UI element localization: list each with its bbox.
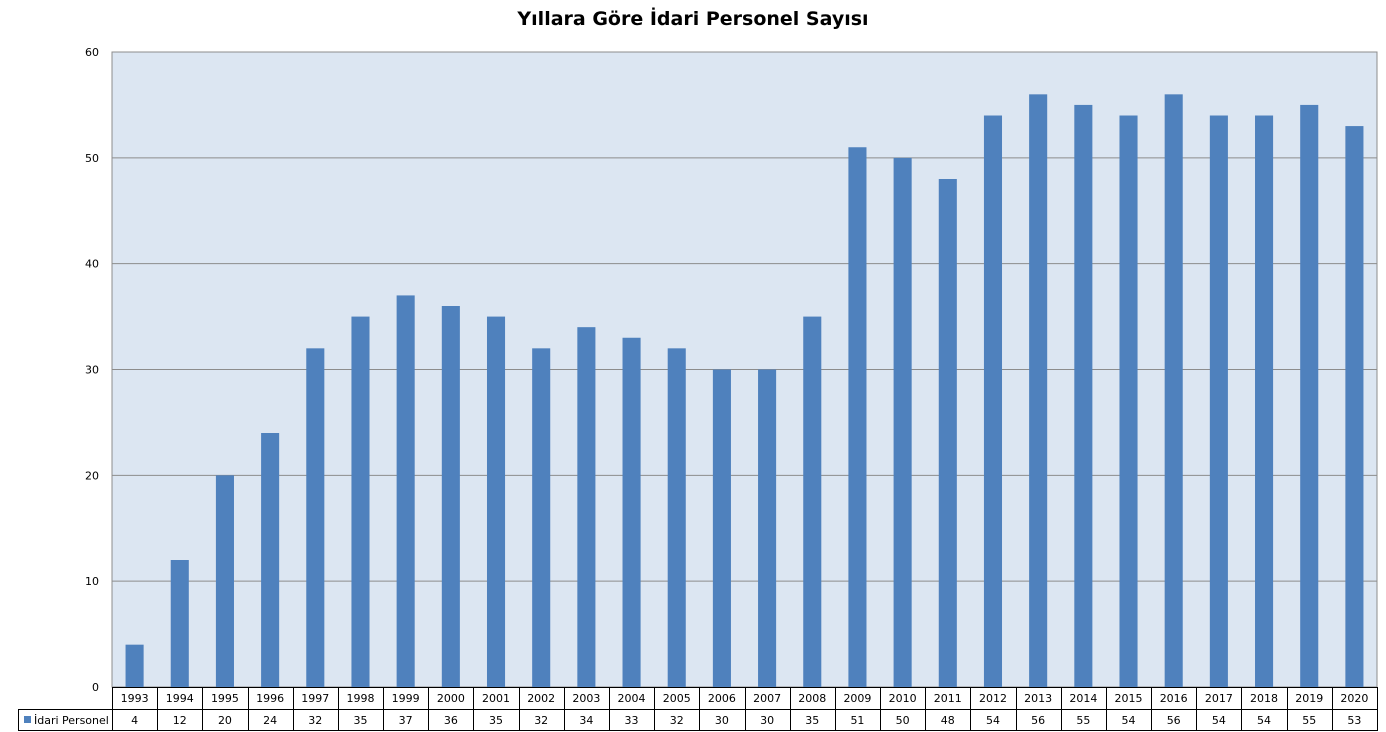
- x-tick-label: 2011: [934, 692, 962, 705]
- y-tick-label: 60: [85, 46, 99, 59]
- y-tick-label: 50: [85, 152, 99, 165]
- bar: [306, 348, 325, 687]
- x-tick-label: 1996: [256, 692, 284, 705]
- bar: [532, 348, 551, 687]
- data-value-label: 35: [489, 714, 503, 727]
- data-value-label: 53: [1347, 714, 1361, 727]
- x-tick-label: 2006: [708, 692, 736, 705]
- data-value-label: 56: [1031, 714, 1045, 727]
- data-value-label: 20: [218, 714, 232, 727]
- x-tick-label: 2004: [618, 692, 646, 705]
- bar: [803, 316, 822, 687]
- bar: [1209, 115, 1228, 687]
- data-value-label: 54: [986, 714, 1000, 727]
- data-value-label: 30: [715, 714, 729, 727]
- x-tick-label: 2005: [663, 692, 691, 705]
- data-value-label: 35: [805, 714, 819, 727]
- data-value-label: 55: [1302, 714, 1316, 727]
- bar: [170, 560, 189, 687]
- bar: [486, 316, 506, 687]
- data-value-label: 32: [534, 714, 548, 727]
- data-value-label: 12: [173, 714, 187, 727]
- data-value-label: 56: [1167, 714, 1181, 727]
- x-tick-label: 2015: [1115, 692, 1143, 705]
- x-tick-label: 2000: [437, 692, 465, 705]
- x-tick-label: 2010: [889, 692, 917, 705]
- bar: [261, 433, 280, 687]
- x-tick-label: 2009: [843, 692, 871, 705]
- bar: [1255, 115, 1274, 687]
- bar: [441, 306, 460, 687]
- x-tick-label: 1994: [166, 692, 194, 705]
- bar: [893, 157, 912, 688]
- x-tick-label: 2018: [1250, 692, 1278, 705]
- bar: [1345, 126, 1364, 688]
- bar: [1164, 94, 1183, 688]
- x-tick-label: 2019: [1295, 692, 1323, 705]
- legend-label: İdari Personel: [34, 714, 109, 727]
- bar: [577, 327, 596, 687]
- y-tick-label: 20: [85, 469, 99, 482]
- bar: [938, 179, 957, 687]
- x-tick-label: 2012: [979, 692, 1007, 705]
- x-tick-label: 2001: [482, 692, 510, 705]
- data-value-label: 50: [896, 714, 910, 727]
- x-tick-label: 2013: [1024, 692, 1052, 705]
- bar: [667, 348, 686, 687]
- data-value-label: 32: [670, 714, 684, 727]
- data-value-label: 34: [579, 714, 593, 727]
- data-value-label: 35: [353, 714, 367, 727]
- y-tick-label: 10: [85, 575, 99, 588]
- data-value-label: 54: [1212, 714, 1226, 727]
- data-value-label: 30: [760, 714, 774, 727]
- x-tick-label: 2016: [1160, 692, 1188, 705]
- bar: [215, 475, 234, 687]
- data-value-label: 32: [308, 714, 322, 727]
- data-value-label: 54: [1257, 714, 1271, 727]
- legend-swatch: [24, 716, 31, 723]
- bars: [125, 94, 1364, 688]
- x-tick-label: 2014: [1069, 692, 1097, 705]
- x-tick-label: 1997: [301, 692, 329, 705]
- data-value-label: 24: [263, 714, 277, 727]
- data-value-label: 54: [1122, 714, 1136, 727]
- data-value-label: 48: [941, 714, 955, 727]
- y-tick-label: 30: [85, 364, 99, 377]
- bar: [622, 337, 641, 687]
- bar: [983, 115, 1003, 687]
- bar: [758, 369, 777, 687]
- x-tick-label: 2007: [753, 692, 781, 705]
- x-tick-label: 1995: [211, 692, 239, 705]
- x-tick-label: 2002: [527, 692, 555, 705]
- bar: [1119, 115, 1138, 687]
- bar: [396, 295, 415, 687]
- x-tick-label: 2017: [1205, 692, 1233, 705]
- data-value-label: 4: [131, 714, 138, 727]
- data-value-label: 36: [444, 714, 458, 727]
- bar: [1074, 104, 1093, 687]
- y-tick-label: 40: [85, 258, 99, 271]
- bar: [712, 369, 731, 687]
- data-value-label: 51: [850, 714, 864, 727]
- bar: [125, 644, 144, 687]
- x-tick-label: 2003: [572, 692, 600, 705]
- data-value-label: 33: [625, 714, 639, 727]
- data-value-label: 55: [1076, 714, 1090, 727]
- data-value-label: 37: [399, 714, 413, 727]
- y-tick-label: 0: [92, 681, 99, 694]
- bar: [351, 316, 370, 687]
- x-tick-label: 1998: [346, 692, 374, 705]
- chart-title: Yıllara Göre İdari Personel Sayısı: [517, 8, 869, 30]
- bar: [1300, 104, 1319, 687]
- bar: [1029, 94, 1048, 688]
- x-tick-label: 2020: [1340, 692, 1368, 705]
- y-axis: 0 10 20 30 40 50 60: [85, 46, 99, 694]
- bar: [848, 147, 867, 687]
- x-tick-label: 2008: [798, 692, 826, 705]
- x-tick-label: 1999: [392, 692, 420, 705]
- x-tick-label: 1993: [121, 692, 149, 705]
- data-table: 1993 4 1994 12 1995 20 1996 24 1997 32 1998 35 1999 3…: [18, 687, 1378, 731]
